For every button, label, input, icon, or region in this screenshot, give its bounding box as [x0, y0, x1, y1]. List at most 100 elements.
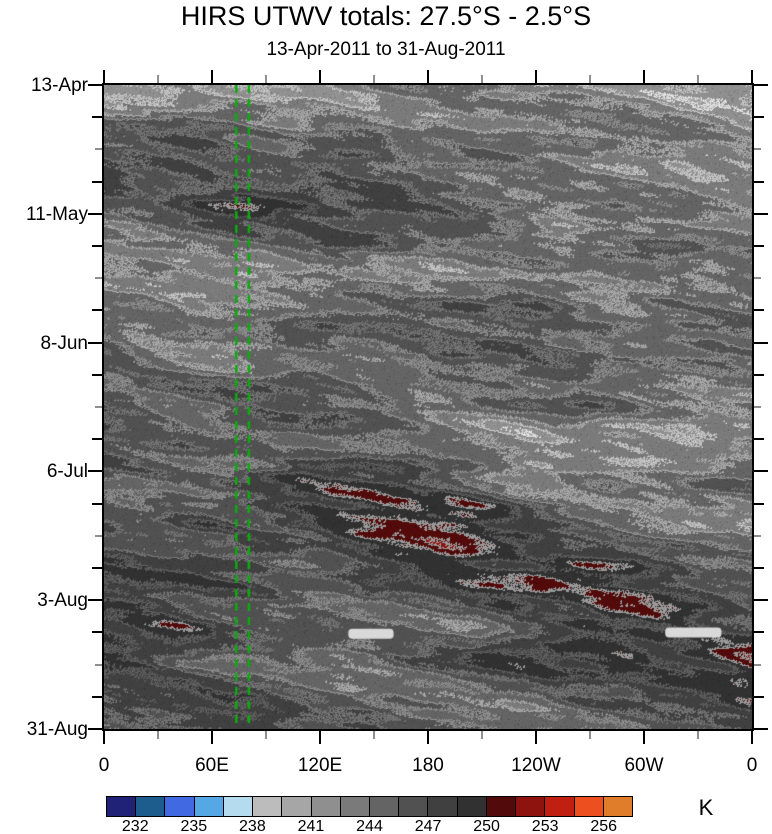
- x-axis-minor-tick: [157, 731, 159, 739]
- colorbar-tick-label: 232: [121, 818, 149, 834]
- x-axis-major-tick: [535, 731, 537, 744]
- colorbar-tick-label: 241: [297, 818, 325, 834]
- y-axis-major-tick: [88, 84, 102, 86]
- y-axis-minor-tick-right: [754, 438, 764, 441]
- x-axis-tick-label: 60W: [624, 755, 664, 776]
- colorbar-cell: [339, 796, 370, 817]
- plot-frame: [102, 83, 754, 731]
- y-axis-minor-tick: [92, 502, 102, 505]
- y-axis-minor-tick: [92, 309, 102, 312]
- y-axis-tick-label: 6-Jul: [46, 461, 88, 483]
- x-axis-minor-tick: [481, 731, 483, 739]
- x-axis-minor-tick-top: [481, 75, 483, 83]
- colorbar-cell: [106, 796, 137, 817]
- y-axis-tick-label: 13-Apr: [30, 75, 88, 96]
- y-axis-minor-tick-right: [754, 309, 764, 312]
- y-axis-minor-tick: [92, 116, 102, 119]
- x-axis-major-tick: [319, 731, 321, 744]
- y-axis-major-tick-right: [754, 84, 768, 86]
- x-axis-major-tick: [643, 731, 645, 744]
- y-axis-major-tick: [88, 341, 102, 344]
- y-axis-minor-tick-right: [754, 567, 764, 569]
- x-axis-minor-tick-top: [157, 75, 159, 83]
- y-axis-minor-tick-right: [754, 373, 764, 376]
- colorbar-cell: [135, 796, 166, 817]
- colorbar-cell: [310, 796, 341, 817]
- colorbar-cell: [193, 796, 224, 817]
- y-axis-minor-tick: [92, 245, 102, 247]
- colorbar-tick-label: 247: [414, 818, 442, 834]
- x-axis-tick-label: 180: [412, 755, 444, 776]
- x-axis-tick-label: 120W: [511, 755, 561, 776]
- colorbar-cell: [515, 796, 546, 817]
- colorbar-cell: [573, 796, 604, 817]
- y-axis-major-tick-right: [754, 599, 768, 602]
- x-axis-minor-tick-top: [589, 75, 591, 83]
- colorbar-unit-label: K: [698, 795, 714, 820]
- colorbar: [106, 796, 633, 817]
- y-axis-minor-tick: [95, 148, 102, 151]
- x-axis-minor-tick: [265, 731, 267, 739]
- x-axis-major-tick-top: [643, 70, 645, 83]
- x-axis-major-tick: [427, 731, 429, 744]
- y-axis-minor-tick-right: [754, 180, 764, 183]
- x-axis-tick-label: 0: [98, 755, 110, 776]
- y-axis-minor-tick-right: [754, 502, 764, 505]
- x-axis-minor-tick: [373, 731, 375, 739]
- y-axis-major-tick-right: [754, 212, 768, 215]
- x-axis-major-tick-top: [751, 70, 753, 83]
- colorbar-tick-label: 256: [590, 818, 618, 834]
- y-axis-minor-tick: [95, 534, 102, 537]
- y-axis-minor-tick-right: [754, 148, 761, 151]
- x-axis-major-tick-top: [103, 70, 105, 83]
- y-axis-minor-tick-right: [754, 116, 764, 119]
- y-axis-minor-tick: [92, 567, 102, 569]
- colorbar-tick-label: 244: [356, 818, 383, 834]
- colorbar-cell: [164, 796, 195, 817]
- x-axis-minor-tick: [589, 731, 591, 739]
- colorbar-cell: [368, 796, 400, 817]
- colorbar-tick-label: 253: [531, 818, 559, 834]
- y-axis-major-tick: [88, 470, 102, 473]
- y-axis-major-tick-right: [754, 470, 768, 473]
- x-axis-major-tick: [211, 731, 213, 744]
- y-axis-tick-label: 3-Aug: [37, 590, 88, 612]
- y-axis-minor-tick-right: [754, 631, 764, 634]
- y-axis-minor-tick: [92, 695, 102, 698]
- x-axis-tick-label: 60E: [195, 755, 229, 776]
- y-axis-minor-tick-right: [754, 406, 761, 408]
- chart-subtitle: 13-Apr-2011 to 31-Aug-2011: [266, 39, 506, 60]
- colorbar-cell: [398, 796, 429, 817]
- colorbar-cell: [281, 796, 312, 817]
- colorbar-tick-label: 235: [180, 818, 208, 834]
- x-axis-minor-tick-top: [697, 75, 699, 83]
- y-axis-major-tick: [88, 599, 102, 602]
- y-axis-major-tick-right: [754, 341, 768, 344]
- colorbar-cell: [544, 796, 575, 817]
- x-axis-tick-label: 0: [746, 755, 758, 776]
- y-axis-tick-label: 11-May: [26, 203, 88, 225]
- x-axis-minor-tick-top: [373, 75, 375, 83]
- y-axis-minor-tick-right: [754, 695, 764, 698]
- y-axis-minor-tick-right: [754, 534, 761, 537]
- colorbar-tick-label: 238: [239, 818, 266, 834]
- colorbar-cell: [427, 796, 458, 817]
- x-axis-tick-label: 120E: [297, 755, 343, 776]
- x-axis-major-tick: [103, 731, 105, 744]
- y-axis-major-tick: [88, 728, 102, 730]
- heatmap-canvas: [104, 85, 752, 729]
- x-axis-major-tick-top: [427, 70, 429, 83]
- y-axis-minor-tick: [92, 373, 102, 376]
- x-axis-minor-tick-top: [265, 75, 267, 83]
- y-axis-tick-label: 8-Jun: [40, 332, 88, 354]
- colorbar-cell: [252, 796, 283, 817]
- y-axis-minor-tick-right: [754, 663, 761, 666]
- y-axis-minor-tick: [95, 277, 102, 280]
- y-axis-minor-tick: [95, 406, 102, 408]
- y-axis-minor-tick: [95, 663, 102, 666]
- y-axis-major-tick: [88, 212, 102, 215]
- x-axis-major-tick-top: [211, 70, 213, 83]
- chart-title: HIRS UTWV totals: 27.5°S - 2.5°S: [180, 1, 592, 31]
- y-axis-minor-tick: [92, 180, 102, 183]
- x-axis-major-tick-top: [535, 70, 537, 83]
